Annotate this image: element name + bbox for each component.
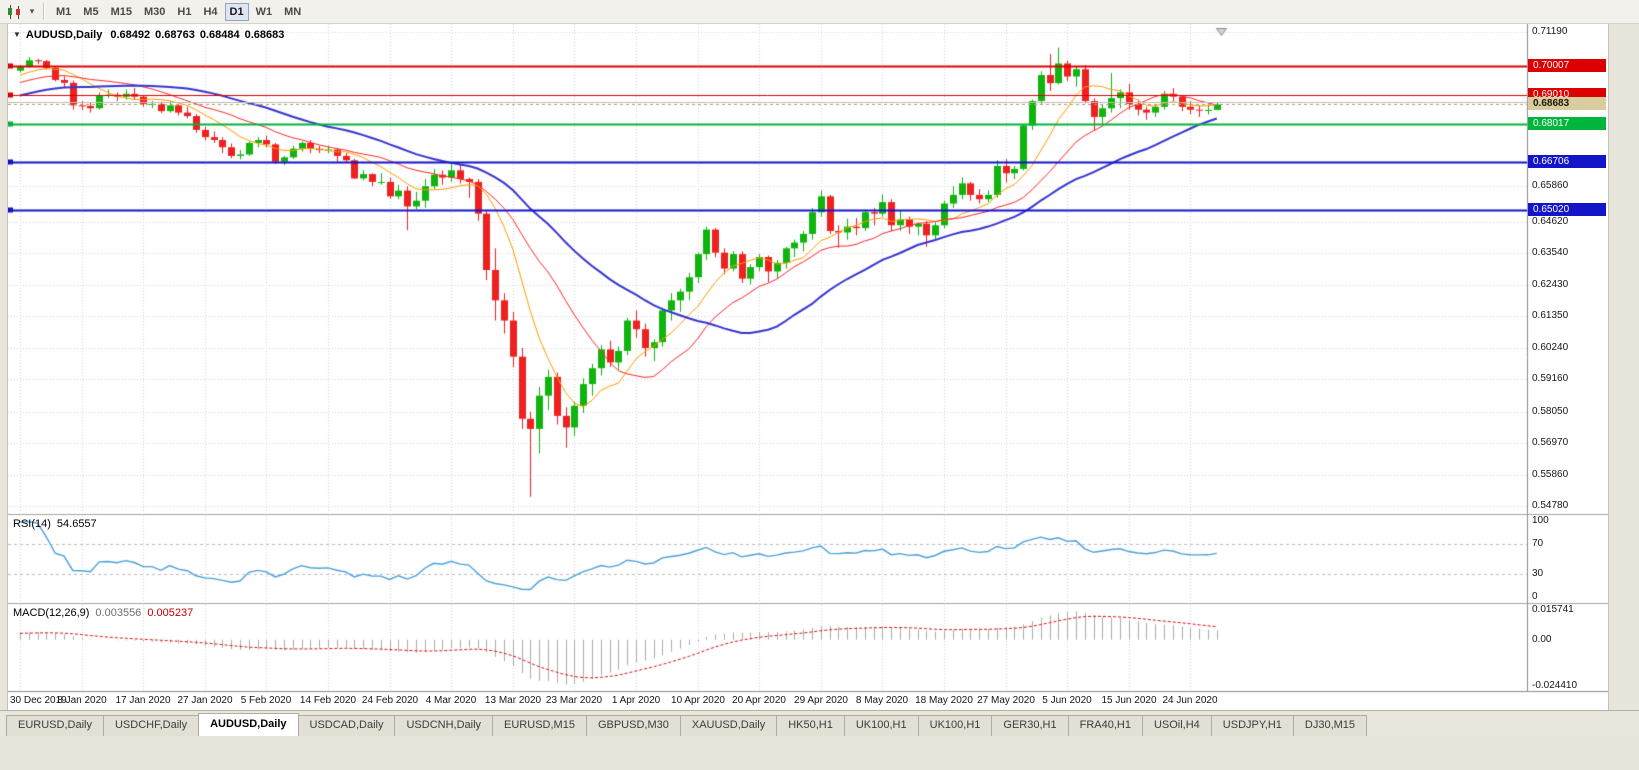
timeframe-button-m30[interactable]: M30 (139, 3, 170, 21)
macd-axis-tick: 0.00 (1532, 634, 1552, 645)
date-axis-label: 17 Jan 2020 (115, 695, 171, 706)
date-axis-label: 13 Mar 2020 (484, 695, 542, 706)
price-chart-canvas[interactable] (8, 24, 1608, 710)
date-axis-label: 23 Mar 2020 (545, 695, 603, 706)
chart-tab[interactable]: EURUSD,Daily (6, 715, 104, 736)
macd-signal-value: 0.005237 (147, 607, 194, 619)
date-axis-label: 8 May 2020 (855, 695, 909, 706)
chart-tab[interactable]: USOil,H4 (1141, 715, 1212, 736)
chart-tab[interactable]: UK100,H1 (917, 715, 993, 736)
timeframe-button-m1[interactable]: M1 (51, 3, 76, 21)
price-axis-tick: 0.58050 (1532, 406, 1569, 417)
price-axis-tick: 0.71190 (1532, 26, 1568, 37)
date-axis-label: 27 Jan 2020 (177, 695, 233, 706)
date-axis-label: 15 Jun 2020 (1101, 695, 1157, 706)
status-bar (0, 736, 1639, 770)
date-axis-label: 20 Apr 2020 (732, 695, 786, 706)
chart-window: ▼ AUDUSD,Daily 0.68492 0.68763 0.68484 0.6868… (8, 24, 1608, 710)
chart-tab[interactable]: DJ30,M15 (1292, 715, 1368, 736)
rsi-axis-tick: 100 (1532, 515, 1549, 526)
chart-tab[interactable]: USDCAD,Daily (297, 715, 396, 736)
chart-tab[interactable]: FRA40,H1 (1067, 715, 1143, 736)
rsi-axis-tick: 0 (1532, 591, 1538, 602)
price-axis-tick: 0.63540 (1532, 247, 1569, 258)
date-axis-label: 4 Mar 2020 (425, 695, 477, 706)
toolbar-separator (43, 3, 45, 20)
chart-tab[interactable]: HK50,H1 (776, 715, 845, 736)
chart-type-button[interactable] (4, 2, 26, 22)
macd-indicator-label: MACD(12,26,9) 0.003556 0.005237 (13, 607, 193, 619)
chart-tab[interactable]: GER30,H1 (991, 715, 1069, 736)
timeframe-button-m15[interactable]: M15 (106, 3, 137, 21)
timeframe-button-m5[interactable]: M5 (78, 3, 103, 21)
hline-price-badge: 0.66706 (1528, 155, 1606, 168)
macd-axis-tick: 0.015741 (1532, 604, 1574, 615)
price-axis-tick: 0.54780 (1532, 500, 1569, 511)
price-axis-tick: 0.64620 (1532, 216, 1569, 227)
chart-tab[interactable]: AUDUSD,Daily (198, 713, 299, 736)
chart-tab[interactable]: USDCHF,Daily (102, 715, 200, 736)
price-axis-tick: 0.62430 (1532, 279, 1569, 290)
date-axis-label: 8 Jan 2020 (57, 695, 107, 706)
date-axis-label: 5 Jun 2020 (1042, 695, 1092, 706)
chart-type-dropdown-icon[interactable]: ▾ (26, 2, 38, 22)
hline-price-badge: 0.68017 (1528, 117, 1606, 130)
rsi-axis-tick: 70 (1532, 538, 1544, 549)
price-axis-tick: 0.55860 (1532, 469, 1569, 480)
hline-price-badge: 0.65020 (1528, 203, 1606, 216)
date-axis-label: 5 Feb 2020 (240, 695, 292, 706)
chart-low-value: 0.68484 (199, 29, 240, 41)
chart-tab[interactable]: USDCNH,Daily (394, 715, 494, 736)
timeframe-button-h1[interactable]: H1 (172, 3, 196, 21)
chart-close-value: 0.68683 (244, 29, 285, 41)
price-axis-tick: 0.60240 (1532, 342, 1569, 353)
toolbar: ▾ M1 M5 M15 M30 H1 H4 D1 W1 MN (0, 0, 1639, 24)
chart-collapse-icon[interactable]: ▼ (13, 30, 21, 39)
date-axis-label: 18 May 2020 (915, 695, 973, 706)
chart-tab[interactable]: UK100,H1 (843, 715, 919, 736)
timeframe-button-d1[interactable]: D1 (224, 2, 249, 21)
timeframe-button-h4[interactable]: H4 (198, 3, 222, 21)
chart-tab[interactable]: XAUUSD,Daily (679, 715, 778, 736)
chart-tab[interactable]: EURUSD,M15 (492, 715, 587, 736)
date-axis-label: 29 Apr 2020 (794, 695, 848, 706)
rsi-axis-tick: 30 (1532, 568, 1544, 579)
date-axis-label: 30 Dec 2019 (10, 695, 67, 706)
macd-name: MACD(12,26,9) (13, 607, 90, 619)
date-axis-label: 24 Feb 2020 (361, 695, 419, 706)
candlestick-chart-icon (7, 4, 23, 19)
timeframe-toolbar: M1 M5 M15 M30 H1 H4 D1 W1 MN (50, 2, 307, 21)
chart-high-value: 0.68763 (155, 29, 195, 41)
current-price-badge: 0.68683 (1528, 97, 1606, 110)
rsi-value: 54.6557 (56, 518, 97, 530)
chart-tabs-bar: EURUSD,Daily USDCHF,Daily AUDUSD,Daily USDC… (0, 710, 1639, 736)
chart-open-value: 0.68492 (110, 29, 151, 41)
chart-tab[interactable]: GBPUSD,M30 (585, 715, 681, 736)
price-axis-tick: 0.56970 (1532, 437, 1569, 448)
chart-ohlc-header: ▼ AUDUSD,Daily 0.68492 0.68763 0.68484 0.6868… (13, 29, 289, 41)
timeframe-button-mn[interactable]: MN (279, 3, 306, 21)
rsi-name: RSI(14) (13, 518, 51, 530)
timeframe-button-w1[interactable]: W1 (251, 3, 278, 21)
macd-axis-tick: -0.024410 (1532, 680, 1578, 691)
hline-price-badge: 0.70007 (1528, 59, 1606, 72)
date-axis-label: 10 Apr 2020 (671, 695, 725, 706)
chart-tab[interactable]: USDJPY,H1 (1210, 715, 1294, 736)
chart-symbol-label: AUDUSD,Daily (25, 29, 103, 41)
date-axis-label: 24 Jun 2020 (1162, 695, 1218, 706)
date-axis-label: 14 Feb 2020 (299, 695, 357, 706)
price-axis-tick: 0.59160 (1532, 373, 1569, 384)
price-axis-tick: 0.65860 (1532, 180, 1569, 191)
rsi-indicator-label: RSI(14) 54.6557 (13, 518, 97, 530)
price-axis-tick: 0.61350 (1532, 310, 1569, 321)
date-axis-label: 27 May 2020 (977, 695, 1035, 706)
macd-main-value: 0.003556 (95, 607, 142, 619)
date-axis-label: 1 Apr 2020 (611, 695, 661, 706)
